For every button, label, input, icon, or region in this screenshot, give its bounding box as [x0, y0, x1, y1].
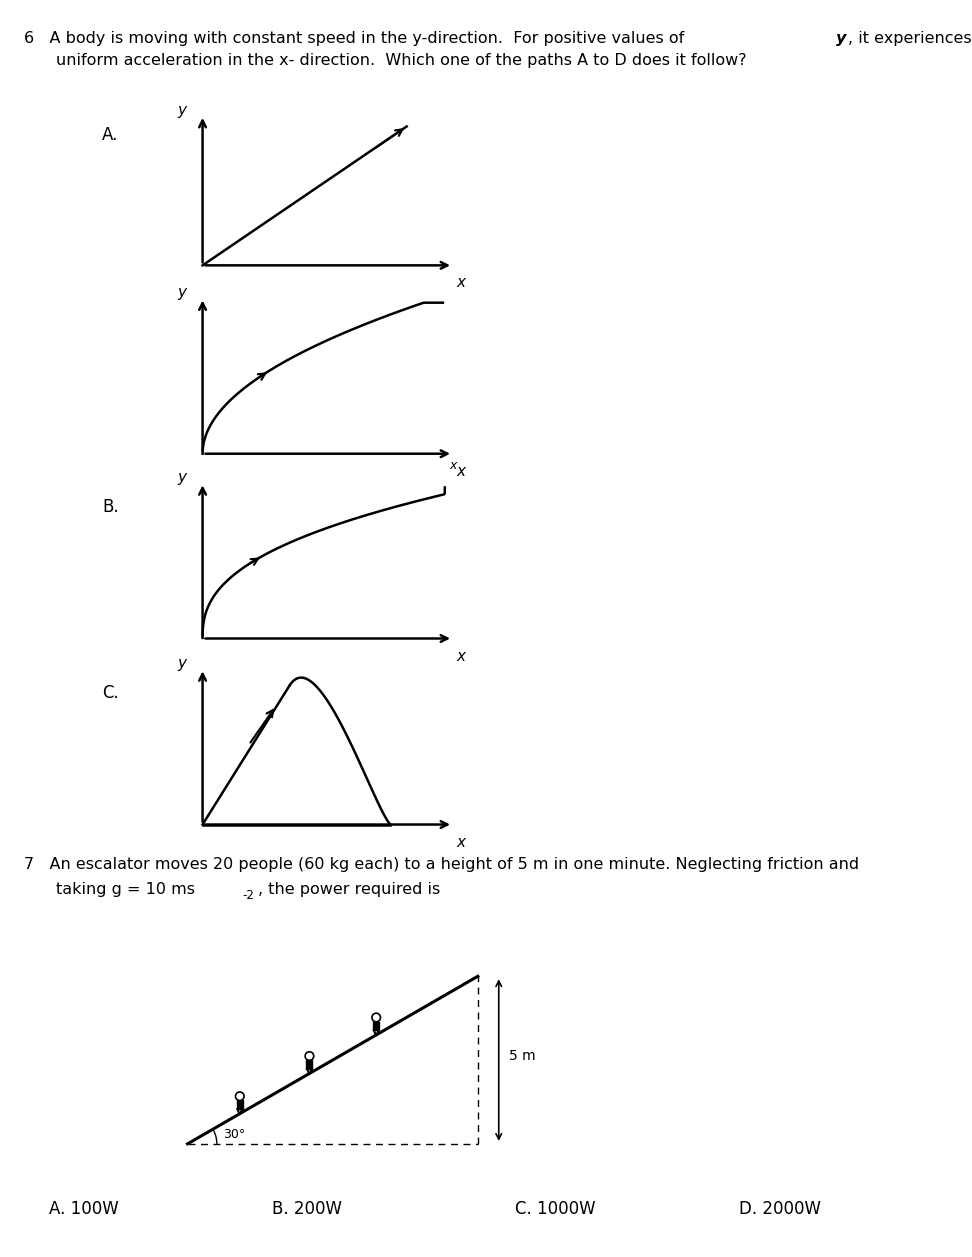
Text: uniform acceleration in the x- direction.  Which one of the paths A to D does it: uniform acceleration in the x- direction…	[56, 53, 747, 68]
Text: y: y	[177, 103, 187, 118]
Text: x: x	[457, 464, 466, 479]
Text: , it experiences: , it experiences	[848, 31, 971, 47]
Circle shape	[372, 1013, 380, 1022]
Text: 30°: 30°	[224, 1128, 245, 1140]
Text: y: y	[177, 470, 187, 485]
FancyBboxPatch shape	[237, 1100, 243, 1109]
Text: taking g = 10 ms: taking g = 10 ms	[56, 882, 195, 897]
Text: B.: B.	[102, 498, 119, 515]
Text: x: x	[457, 275, 466, 290]
Text: y: y	[836, 31, 847, 47]
Circle shape	[305, 1052, 314, 1061]
Text: D. 2000W: D. 2000W	[739, 1200, 820, 1218]
FancyBboxPatch shape	[306, 1060, 312, 1068]
Text: C.: C.	[102, 684, 119, 701]
Text: -2: -2	[242, 889, 254, 901]
Text: , the power required is: , the power required is	[258, 882, 439, 897]
Text: 5 m: 5 m	[509, 1048, 536, 1063]
Text: x: x	[457, 649, 466, 664]
Text: B. 200W: B. 200W	[272, 1200, 342, 1218]
Text: y: y	[177, 656, 187, 671]
Text: x: x	[449, 459, 457, 471]
Text: C. 1000W: C. 1000W	[515, 1200, 596, 1218]
FancyBboxPatch shape	[373, 1022, 379, 1031]
Text: x: x	[457, 835, 466, 850]
Circle shape	[235, 1092, 244, 1101]
Text: 6   A body is moving with constant speed in the y-direction.  For positive value: 6 A body is moving with constant speed i…	[24, 31, 690, 47]
Text: A.: A.	[102, 126, 119, 143]
Text: y: y	[177, 285, 187, 300]
Text: A. 100W: A. 100W	[49, 1200, 119, 1218]
Text: 7   An escalator moves 20 people (60 kg each) to a height of 5 m in one minute. : 7 An escalator moves 20 people (60 kg ea…	[24, 857, 859, 872]
